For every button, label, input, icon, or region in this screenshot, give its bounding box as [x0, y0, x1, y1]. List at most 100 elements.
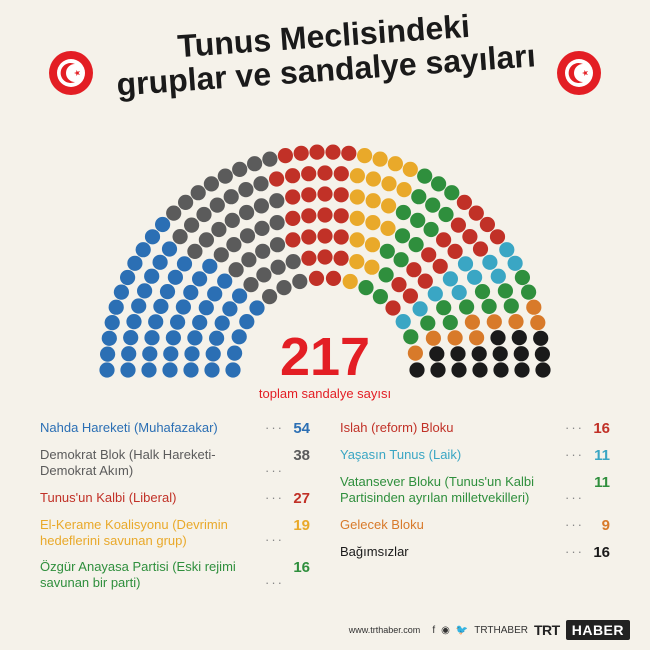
seat-dot [249, 300, 264, 315]
legend-label: Gelecek Bloku [340, 517, 565, 533]
seat-dot [121, 346, 136, 361]
seat-dot [413, 301, 428, 316]
seat-dot [425, 198, 440, 213]
seat-dot [499, 242, 514, 257]
seat-dot [514, 346, 529, 361]
seat-dot [366, 193, 381, 208]
flag-emblem-left [48, 50, 94, 96]
legend-label: Vatansever Bloku (Tunus'un Kalbi Partisi… [340, 474, 565, 507]
seat-dot [448, 330, 463, 345]
seat-dot [443, 315, 458, 330]
seat-dot [232, 162, 247, 177]
seat-dot [109, 300, 124, 315]
legend-value: 16 [586, 420, 610, 437]
seat-dot [285, 232, 300, 247]
seat-dot [136, 242, 151, 257]
seat-dot [444, 185, 459, 200]
seat-dot [131, 298, 146, 313]
legend-dots: ··· [265, 420, 284, 435]
seat-dot [459, 299, 474, 314]
seat-dot [473, 241, 488, 256]
seat-dot [285, 168, 300, 183]
legend-label: Yaşasın Tunus (Laik) [340, 447, 565, 463]
legend-item: Gelecek Bloku···9 [340, 517, 610, 534]
seat-dot [241, 252, 256, 267]
seat-dot [438, 207, 453, 222]
legend-dots: ··· [565, 544, 584, 559]
seat-dot [239, 205, 254, 220]
seat-dot [317, 165, 332, 180]
seat-dot [350, 189, 365, 204]
seat-dot [309, 271, 324, 286]
seat-dot [309, 145, 324, 160]
seat-dot [271, 260, 286, 275]
legend-label: El-Kerame Koalisyonu (Devrimin hedefleri… [40, 517, 265, 550]
seat-dot [141, 362, 156, 377]
seat-dot [123, 330, 138, 345]
seat-dot [409, 362, 424, 377]
seat-dot [426, 331, 441, 346]
seat-dot [365, 237, 380, 252]
seat-dot [469, 330, 484, 345]
header: Tunus Meclisindeki gruplar ve sandalye s… [0, 0, 650, 87]
seat-dot [255, 244, 270, 259]
page-title: Tunus Meclisindeki gruplar ve sandalye s… [113, 5, 536, 101]
seat-dot [286, 254, 301, 269]
seat-dot [358, 280, 373, 295]
seat-dot [183, 362, 198, 377]
legend-value: 16 [586, 544, 610, 561]
seat-dot [202, 259, 217, 274]
seat-dot [294, 146, 309, 161]
seat-dot [334, 229, 349, 244]
seat-dot [418, 274, 433, 289]
seat-dot [430, 362, 445, 377]
seat-dot [276, 280, 291, 295]
seat-dot [526, 300, 541, 315]
legend-item: Yaşasın Tunus (Laik)···11 [340, 447, 610, 464]
seat-dot [396, 205, 411, 220]
seat-dot [424, 222, 439, 237]
seat-dot [126, 314, 141, 329]
seat-dot [443, 271, 458, 286]
legend-item: Tunus'un Kalbi (Liberal)···27 [40, 490, 310, 507]
legend-item: Özgür Anayasa Partisi (Eski rejimi savun… [40, 559, 310, 592]
seat-dot [433, 259, 448, 274]
legend-value: 11 [586, 474, 610, 491]
footer: www.trthaber.com f ◉ 🐦 TRTHABER TRT HABE… [349, 620, 630, 640]
seat-dot [395, 228, 410, 243]
seat-dot [183, 285, 198, 300]
flag-emblem-right [556, 50, 602, 96]
seat-dot [285, 189, 300, 204]
legend-item: Bağımsızlar···16 [340, 544, 610, 561]
seat-dot [487, 314, 502, 329]
seat-dot [192, 315, 207, 330]
seat-dot [253, 176, 268, 191]
legend-value: 11 [586, 447, 610, 464]
seat-dot [396, 314, 411, 329]
seat-dot [450, 346, 465, 361]
seat-dot [176, 299, 191, 314]
seat-dot [240, 228, 255, 243]
seat-dot [160, 284, 175, 299]
legend-item: Demokrat Blok (Halk Hareketi-Demokrat Ak… [40, 447, 310, 480]
seat-dot [269, 171, 284, 186]
seat-dot [292, 274, 307, 289]
seat-dot [498, 283, 513, 298]
seat-dot [448, 244, 463, 259]
seat-dot [191, 185, 206, 200]
seat-dot [239, 314, 254, 329]
seat-dot [326, 271, 341, 286]
seat-dot [270, 237, 285, 252]
seat-dot [350, 232, 365, 247]
seat-dot [168, 270, 183, 285]
seat-dot [373, 289, 388, 304]
seat-dot [218, 169, 233, 184]
seat-dot [490, 330, 505, 345]
seat-dot [214, 247, 229, 262]
legend-value: 38 [286, 447, 310, 464]
legend-label: Tunus'un Kalbi (Liberal) [40, 490, 265, 506]
seat-dot [462, 229, 477, 244]
seat-dot [247, 156, 262, 171]
total-label: 217 toplam sandalye sayısı [259, 330, 391, 401]
seat-dot [458, 256, 473, 271]
